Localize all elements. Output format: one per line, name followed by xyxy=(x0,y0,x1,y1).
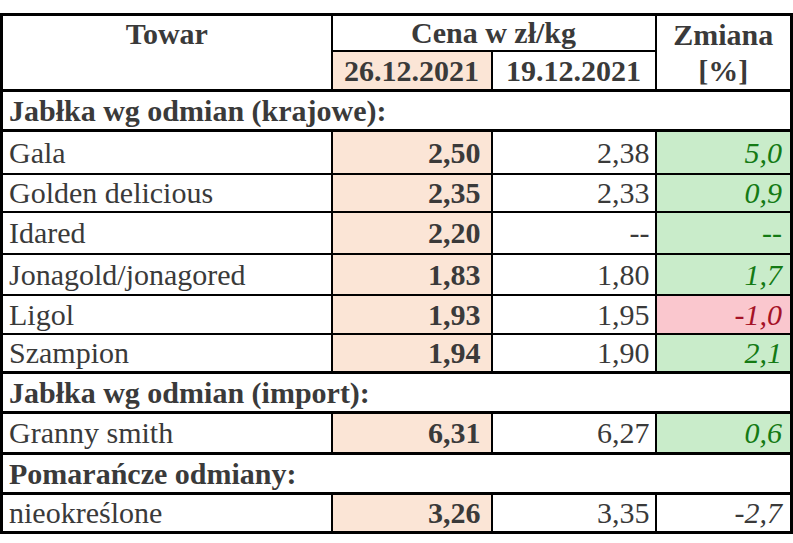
price-old-value: 6,27 xyxy=(492,413,656,454)
product-name: Szampion xyxy=(2,334,332,373)
table-row: Szampion1,941,902,1 xyxy=(2,334,792,373)
price-new-value: 2,20 xyxy=(332,212,492,254)
column-header-price-group: Cena w zł/kg xyxy=(332,15,656,52)
table-row: Idared2,20---- xyxy=(2,212,792,254)
change-value: 0,9 xyxy=(656,174,792,212)
table-row: Gala2,502,385,0 xyxy=(2,131,792,175)
table-row: Golden delicious2,352,330,9 xyxy=(2,174,792,212)
price-old-value: 1,95 xyxy=(492,295,656,334)
header-row-1: Towar Cena w zł/kg Zmiana[%] xyxy=(2,15,792,52)
change-header-line1: Zmiana xyxy=(673,18,773,51)
price-new-value: 1,93 xyxy=(332,295,492,334)
price-old-value: 1,90 xyxy=(492,334,656,373)
section-header-row: Jabłka wg odmian (krajowe): xyxy=(2,91,792,131)
column-header-change: Zmiana[%] xyxy=(656,15,792,91)
price-new-value: 2,35 xyxy=(332,174,492,212)
change-value: 1,7 xyxy=(656,254,792,295)
table-row: nieokreślone3,263,35-2,7 xyxy=(2,494,792,533)
product-name: Granny smith xyxy=(2,413,332,454)
product-name: nieokreślone xyxy=(2,494,332,533)
price-old-value: 2,33 xyxy=(492,174,656,212)
price-new-value: 3,26 xyxy=(332,494,492,533)
change-value: -- xyxy=(656,212,792,254)
section-title: Jabłka wg odmian (krajowe): xyxy=(2,91,792,131)
section-header-row: Pomarańcze odmiany: xyxy=(2,454,792,494)
product-name: Idared xyxy=(2,212,332,254)
price-old-value: 2,38 xyxy=(492,131,656,175)
price-new-value: 6,31 xyxy=(332,413,492,454)
table-row: Granny smith6,316,270,6 xyxy=(2,413,792,454)
table-row: Jonagold/jonagored1,831,801,7 xyxy=(2,254,792,295)
change-header-line2: [%] xyxy=(698,54,748,87)
section-title: Jabłka wg odmian (import): xyxy=(2,373,792,413)
price-old-value: 1,80 xyxy=(492,254,656,295)
price-old-value: -- xyxy=(492,212,656,254)
price-new-value: 1,83 xyxy=(332,254,492,295)
product-name: Ligol xyxy=(2,295,332,334)
table-row: Ligol1,931,95-1,0 xyxy=(2,295,792,334)
price-old-value: 3,35 xyxy=(492,494,656,533)
change-value: 0,6 xyxy=(656,413,792,454)
price-new-value: 1,94 xyxy=(332,334,492,373)
column-header-date-old: 19.12.2021 xyxy=(492,51,656,91)
change-value: 2,1 xyxy=(656,334,792,373)
change-value: -1,0 xyxy=(656,295,792,334)
column-header-product: Towar xyxy=(2,15,332,91)
section-header-row: Jabłka wg odmian (import): xyxy=(2,373,792,413)
change-value: -2,7 xyxy=(656,494,792,533)
product-name: Golden delicious xyxy=(2,174,332,212)
product-name: Jonagold/jonagored xyxy=(2,254,332,295)
column-header-date-new: 26.12.2021 xyxy=(332,51,492,91)
section-title: Pomarańcze odmiany: xyxy=(2,454,792,494)
table-body: Jabłka wg odmian (krajowe):Gala2,502,385… xyxy=(2,91,792,533)
price-table: Towar Cena w zł/kg Zmiana[%] 26.12.2021 … xyxy=(0,13,793,534)
price-new-value: 2,50 xyxy=(332,131,492,175)
change-value: 5,0 xyxy=(656,131,792,175)
product-name: Gala xyxy=(2,131,332,175)
